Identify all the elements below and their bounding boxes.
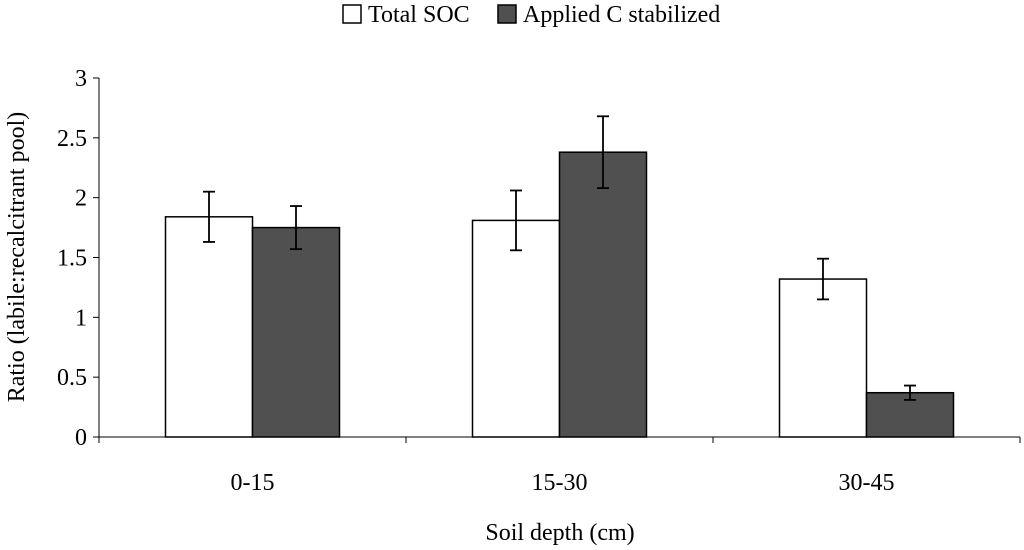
y-axis-ticks: 0 0.5 1 1.5 2 2.5 3 — [57, 66, 99, 451]
error-bar-applied-c-stabilized-0-15 — [290, 205, 302, 251]
y-tick-label: 1.5 — [57, 246, 87, 272]
error-bar-applied-c-stabilized-15-30 — [597, 115, 609, 189]
y-tick-label: 0.5 — [57, 365, 87, 391]
bar-total-soc-0-15 — [164, 216, 254, 438]
error-bar-total-soc-15-30 — [510, 189, 522, 252]
bar-applied-c-stabilized-0-15 — [251, 226, 341, 438]
legend-swatch-total-soc — [342, 4, 362, 24]
error-bars — [203, 115, 916, 401]
legend-swatch-applied-c — [497, 4, 517, 24]
y-axis-title: Ratio (labile:recalcitrant pool) — [4, 112, 30, 403]
bars — [164, 151, 955, 438]
y-tick-label: 0 — [75, 425, 87, 451]
x-tick-label: 15-30 — [532, 470, 588, 496]
bar-applied-c-stabilized-15-30 — [558, 151, 648, 438]
y-tick-label: 3 — [75, 66, 87, 92]
x-tick-label: 30-45 — [839, 470, 895, 496]
x-tick-label: 0-15 — [231, 470, 275, 496]
x-axis-title: Soil depth (cm) — [485, 520, 634, 546]
x-axis-ticks: 0-15 15-30 30-45 — [98, 437, 1021, 496]
y-tick-label: 2.5 — [57, 126, 87, 152]
legend: Total SOC Applied C stabilized — [342, 2, 720, 28]
bar-total-soc-30-45 — [778, 278, 868, 438]
y-tick-label: 1 — [75, 305, 87, 331]
error-bar-total-soc-30-45 — [817, 257, 829, 301]
error-bar-total-soc-0-15 — [203, 190, 215, 243]
legend-label-total-soc: Total SOC — [368, 2, 470, 28]
bar-applied-c-stabilized-30-45 — [865, 391, 955, 438]
y-tick-label: 2 — [75, 186, 87, 212]
legend-label-applied-c: Applied C stabilized — [523, 2, 720, 28]
error-bar-applied-c-stabilized-30-45 — [904, 384, 916, 401]
bar-total-soc-15-30 — [471, 219, 561, 438]
